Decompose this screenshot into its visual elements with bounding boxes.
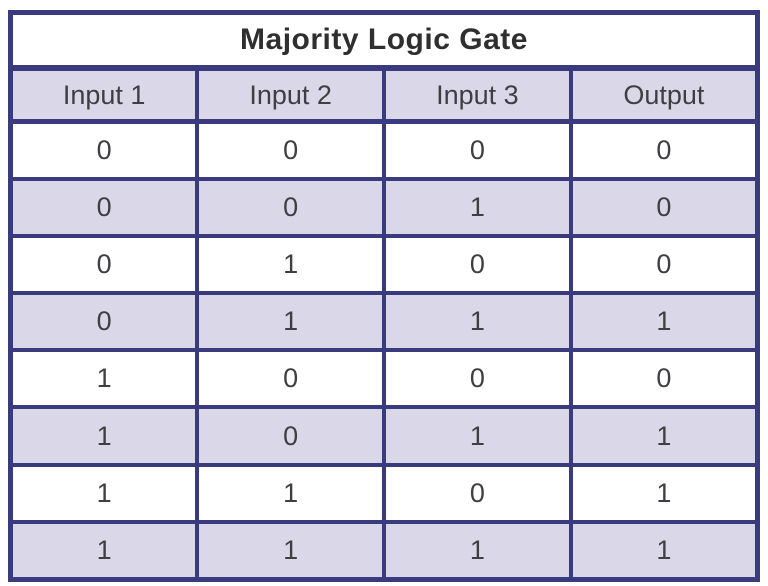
table-cell: 0	[195, 405, 386, 467]
column-header-input-3: Input 3	[382, 66, 573, 124]
table-cell: 1	[195, 234, 386, 296]
column-header-input-2: Input 2	[195, 66, 386, 124]
table-cell: 0	[8, 119, 200, 182]
table-row: 0 0 1 0	[8, 177, 760, 239]
table-cell: 1	[568, 519, 760, 582]
table-cell: 0	[8, 234, 200, 296]
table-cell: 1	[382, 519, 573, 582]
table-cell: 0	[382, 234, 573, 296]
table-cell: 1	[8, 462, 200, 524]
table-cell: 0	[568, 234, 760, 296]
table-row: 1 1 0 1	[8, 462, 760, 524]
table-cell: 1	[568, 405, 760, 467]
table-cell: 1	[195, 519, 386, 582]
table-cell: 1	[195, 291, 386, 353]
column-header-output: Output	[568, 66, 760, 124]
table-cell: 0	[382, 462, 573, 524]
table-row: 1 0 1 1	[8, 405, 760, 467]
table-cell: 0	[195, 119, 386, 182]
table-cell: 1	[568, 462, 760, 524]
table-row: 1 1 1 1	[8, 519, 760, 582]
table-cell: 0	[195, 348, 386, 410]
column-header-input-1: Input 1	[8, 66, 200, 124]
table-cell: 0	[568, 177, 760, 239]
table-title: Majority Logic Gate	[8, 10, 760, 71]
title-row: Majority Logic Gate	[8, 10, 760, 71]
table-row: 0 1 0 0	[8, 234, 760, 296]
table-cell: 1	[8, 348, 200, 410]
table-row: 1 0 0 0	[8, 348, 760, 410]
table-cell: 1	[382, 405, 573, 467]
majority-gate-truth-table: Majority Logic Gate Input 1 Input 2 Inpu…	[8, 10, 760, 582]
majority-gate-truth-table-figure: Majority Logic Gate Input 1 Input 2 Inpu…	[8, 10, 760, 582]
table-cell: 1	[8, 405, 200, 467]
table-row: 0 0 0 0	[8, 119, 760, 182]
table-cell: 0	[195, 177, 386, 239]
table-row: 0 1 1 1	[8, 291, 760, 353]
table-cell: 1	[382, 177, 573, 239]
table-cell: 0	[382, 348, 573, 410]
table-cell: 0	[568, 348, 760, 410]
table-cell: 0	[8, 177, 200, 239]
header-row: Input 1 Input 2 Input 3 Output	[8, 66, 760, 124]
table-cell: 0	[568, 119, 760, 182]
table-cell: 0	[8, 291, 200, 353]
table-cell: 1	[8, 519, 200, 582]
table-cell: 1	[382, 291, 573, 353]
table-cell: 1	[195, 462, 386, 524]
table-cell: 1	[568, 291, 760, 353]
table-cell: 0	[382, 119, 573, 182]
